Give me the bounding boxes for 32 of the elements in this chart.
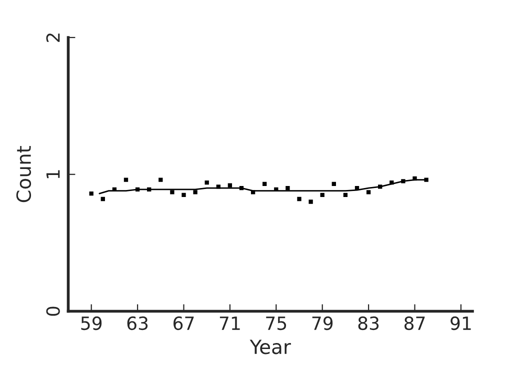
point — [89, 191, 94, 196]
y-tick-label: 0 — [46, 306, 60, 316]
x-axis-title: Year — [250, 340, 291, 354]
point — [366, 190, 371, 194]
point — [320, 192, 324, 197]
point — [286, 186, 290, 190]
x-tick-label: 67 — [174, 316, 194, 330]
point — [170, 190, 174, 194]
point — [401, 179, 406, 184]
point — [204, 180, 209, 185]
y-tick-label: 1 — [46, 170, 60, 178]
point — [332, 182, 336, 186]
x-tick-label: 91 — [450, 316, 471, 330]
x-tick-label: 75 — [266, 316, 286, 330]
x-tick-label: 71 — [220, 316, 240, 330]
point — [158, 178, 163, 182]
point — [297, 196, 302, 202]
x-tick-label: 79 — [312, 316, 333, 330]
point — [100, 196, 105, 202]
point — [182, 192, 186, 197]
point — [343, 192, 348, 197]
x-tick-label: 87 — [404, 316, 425, 330]
point — [262, 182, 267, 186]
point — [124, 178, 128, 182]
y-axis-title: Count — [16, 146, 32, 202]
y-tick-label: 2 — [46, 34, 60, 42]
point — [308, 200, 313, 204]
x-tick-label: 59 — [81, 316, 102, 330]
x-tick-label: 83 — [358, 316, 379, 330]
point — [228, 183, 232, 188]
x-tick-label: 63 — [127, 316, 148, 330]
point — [193, 190, 198, 194]
